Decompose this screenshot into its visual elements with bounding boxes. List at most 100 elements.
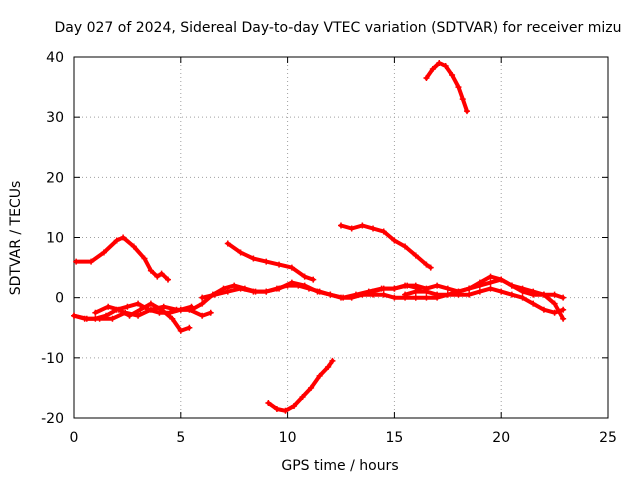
data-point	[455, 84, 462, 91]
data-point	[141, 255, 148, 262]
data-point	[370, 225, 377, 232]
data-point	[310, 276, 317, 283]
x-tick-label: 5	[176, 430, 185, 446]
data-point	[135, 300, 142, 307]
data-point	[380, 291, 387, 298]
data-point	[113, 237, 120, 244]
series-line	[225, 241, 316, 282]
data-point	[73, 258, 80, 265]
series-arc-7	[224, 240, 317, 283]
data-point	[71, 312, 77, 319]
data-point	[530, 300, 537, 307]
data-point	[519, 285, 526, 292]
data-point	[436, 60, 443, 67]
data-point	[135, 312, 142, 319]
data-point	[348, 225, 355, 232]
series-line	[93, 301, 192, 333]
data-point	[169, 315, 176, 322]
data-point	[199, 300, 206, 307]
data-point	[402, 282, 409, 289]
data-point	[177, 306, 184, 313]
data-point	[423, 261, 430, 268]
data-point	[299, 393, 306, 400]
data-point	[301, 282, 308, 289]
data-point	[250, 288, 257, 295]
data-point	[130, 243, 137, 250]
data-point	[455, 291, 462, 298]
data-point	[380, 285, 387, 292]
data-point	[459, 96, 466, 103]
data-point	[288, 279, 295, 286]
series-arc-1	[73, 234, 171, 283]
data-point	[314, 288, 321, 295]
data-point	[498, 288, 505, 295]
data-point	[120, 234, 127, 241]
data-point	[427, 264, 434, 271]
data-point	[476, 279, 483, 286]
data-point	[423, 75, 430, 82]
data-point	[325, 363, 332, 370]
data-point	[560, 294, 567, 301]
series-arc-13	[412, 285, 567, 316]
data-point	[402, 291, 409, 298]
data-point	[466, 285, 473, 292]
x-tick-label: 25	[599, 430, 617, 446]
data-point	[147, 306, 154, 313]
data-point	[96, 315, 103, 322]
series-line	[403, 274, 566, 321]
data-point	[530, 288, 537, 295]
data-point	[412, 282, 419, 289]
data-point	[442, 63, 449, 70]
data-point	[391, 237, 398, 244]
data-point	[147, 267, 154, 274]
data-point	[519, 294, 526, 301]
data-point	[308, 384, 315, 391]
data-point	[199, 294, 206, 301]
data-point	[224, 288, 231, 295]
data-point	[109, 315, 116, 322]
data-point	[329, 357, 336, 364]
data-point	[158, 270, 165, 277]
series-arc-9	[338, 222, 434, 271]
data-point	[391, 294, 398, 301]
data-point	[137, 306, 144, 313]
data-point	[231, 282, 238, 289]
data-point	[551, 309, 558, 316]
y-tick-label: -10	[41, 351, 64, 367]
chart-title: Day 027 of 2024, Sidereal Day-to-day VTE…	[55, 20, 622, 36]
data-point	[444, 285, 451, 292]
x-tick-label: 15	[385, 430, 403, 446]
data-point	[402, 243, 409, 250]
data-point	[237, 285, 244, 292]
data-point	[301, 273, 308, 280]
data-point	[83, 315, 90, 322]
data-point	[340, 294, 347, 301]
data-point	[263, 288, 270, 295]
data-point	[160, 303, 167, 310]
data-point	[466, 291, 473, 298]
data-point	[115, 306, 122, 313]
data-point	[464, 108, 471, 115]
data-point	[412, 252, 419, 259]
y-tick-label: 20	[46, 170, 64, 186]
data-point	[327, 291, 334, 298]
data-point	[560, 306, 567, 313]
data-point	[476, 288, 483, 295]
data-point	[352, 291, 359, 298]
data-point	[177, 327, 184, 334]
y-axis-label: SDTVAR / TECUs	[8, 181, 24, 296]
data-point	[122, 309, 129, 316]
data-point	[154, 273, 161, 280]
series-group	[71, 60, 567, 414]
data-point	[498, 276, 505, 283]
data-point	[207, 309, 214, 316]
data-point	[487, 285, 494, 292]
data-point	[88, 258, 95, 265]
data-point	[265, 399, 272, 406]
data-point	[434, 282, 441, 289]
data-point	[224, 240, 231, 247]
x-tick-label: 10	[279, 430, 297, 446]
data-point	[412, 288, 419, 295]
